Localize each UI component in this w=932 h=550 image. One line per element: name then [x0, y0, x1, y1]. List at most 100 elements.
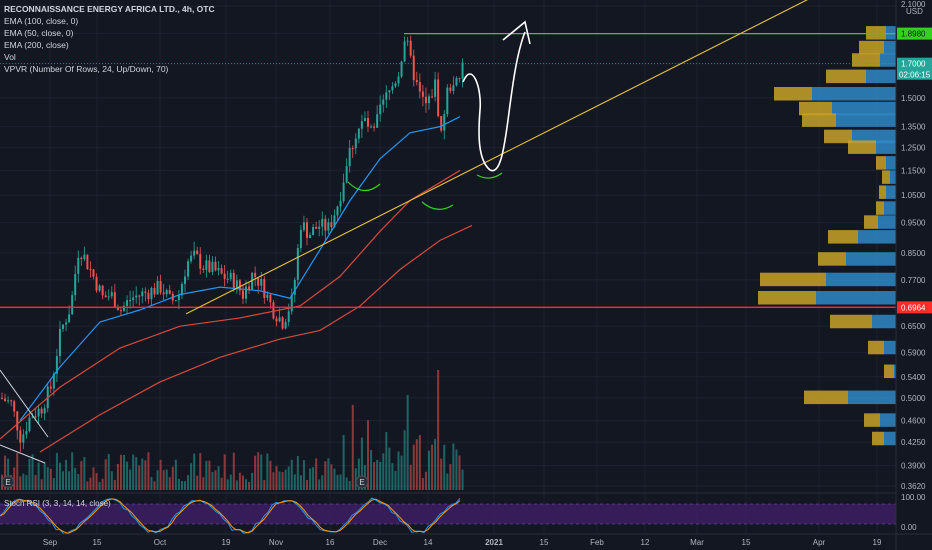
candle-body-76 [232, 272, 235, 289]
candle-body-14 [43, 408, 46, 414]
candle-body-126 [385, 92, 388, 100]
candle-body-149 [455, 78, 458, 86]
volume-bar-80 [245, 479, 247, 490]
volume-bar-8 [25, 475, 28, 490]
candle-body-3 [10, 400, 13, 402]
volume-bar-33 [101, 478, 104, 490]
volume-bar-25 [77, 474, 80, 490]
volume-bar-113 [345, 477, 348, 490]
price-tag-support-text: 0.6964 [901, 303, 926, 312]
volume-bar-90 [275, 466, 278, 490]
volume-bar-83 [254, 455, 257, 490]
price-tick-12: 0.6500 [901, 322, 926, 331]
candle-body-102 [312, 226, 315, 236]
candle-body-100 [306, 222, 308, 238]
candle-body-28 [86, 254, 89, 270]
moving-averages [0, 116, 473, 453]
candle-body-141 [431, 96, 434, 98]
legend-title: RECONNAISSANCE ENERGY AFRICA LTD., 4h, O… [4, 4, 215, 14]
candle-body-137 [418, 82, 421, 92]
candle-body-55 [168, 290, 171, 294]
ema-100-line [0, 169, 461, 440]
volume-bar-9 [28, 458, 31, 490]
volume-bar-91 [278, 471, 281, 490]
candle-body-95 [290, 294, 293, 312]
candle-body-54 [165, 290, 168, 295]
candle-body-36 [110, 292, 113, 297]
projection-arrowhead [502, 20, 531, 45]
price-tick-13: 0.5900 [901, 349, 926, 358]
volume-bars [1, 370, 464, 490]
volume-bar-86 [263, 480, 266, 490]
arc-1 [347, 181, 381, 192]
vp-down-18 [830, 314, 872, 329]
vp-up-19 [884, 340, 896, 355]
volume-bar-30 [92, 467, 95, 490]
volume-bar-56 [171, 466, 174, 490]
candle-body-133 [406, 40, 409, 42]
candle-body-84 [257, 277, 260, 286]
volume-bar-45 [138, 465, 141, 490]
volume-bar-102 [312, 467, 315, 490]
volume-bar-50 [153, 481, 156, 490]
volume-bar-65 [199, 453, 202, 490]
vp-down-1 [859, 40, 884, 55]
volume-bar-43 [132, 454, 135, 490]
volume-bar-20 [62, 471, 64, 490]
price-tick-17: 0.4250 [901, 438, 926, 447]
time-tick-1: 15 [93, 538, 102, 547]
volume-bar-120 [367, 420, 369, 490]
candle-body-24 [74, 273, 77, 296]
volume-bar-40 [123, 455, 125, 490]
volume-bar-12 [37, 462, 40, 490]
volume-bar-79 [241, 475, 244, 490]
earnings-marker-1-circle [1, 475, 15, 489]
candle-body-85 [260, 278, 263, 286]
volume-bar-118 [360, 437, 363, 490]
currency-label: USD [906, 7, 923, 16]
candle-body-52 [159, 280, 162, 293]
candle-body-127 [388, 90, 391, 93]
candle-body-31 [95, 276, 98, 291]
candle-body-67 [205, 260, 208, 270]
price-tag-resistance-text: 1.8980 [901, 30, 926, 39]
volume-bar-10 [31, 454, 34, 490]
candle-body-87 [266, 294, 269, 298]
legend-vpvr: VPVR (Number Of Rows, 24, Up/Down, 70) [4, 64, 169, 74]
vp-up-7 [852, 129, 896, 144]
volume-bar-108 [330, 464, 333, 490]
volume-bar-151 [461, 469, 464, 490]
candle-body-34 [104, 295, 107, 298]
volume-bar-31 [95, 473, 98, 490]
volume-bar-135 [412, 444, 415, 490]
vp-up-9 [886, 156, 896, 170]
candle-body-77 [235, 280, 238, 289]
volume-bar-128 [391, 463, 394, 490]
vp-down-7 [824, 129, 852, 144]
time-tick-14: Apr [813, 538, 826, 547]
volume-bar-54 [165, 469, 168, 490]
volume-bar-17 [52, 478, 55, 490]
volume-bar-117 [357, 458, 360, 490]
candle-body-20 [62, 324, 64, 329]
price-tag-support: 0.6964 [897, 301, 932, 314]
candle-body-27 [83, 254, 86, 260]
arc-3 [476, 172, 503, 179]
volume-bar-82 [251, 472, 254, 490]
candle-body-18 [55, 356, 58, 374]
time-tick-11: 12 [641, 538, 650, 547]
price-tag-timer: 02:06:15 [899, 71, 931, 80]
volume-bar-101 [309, 468, 312, 490]
candle-body-19 [58, 328, 61, 357]
candle-body-50 [153, 288, 156, 295]
candle-body-151 [461, 62, 464, 79]
rsi-tick-100: 100.00 [901, 493, 926, 502]
volume-bar-111 [339, 474, 342, 490]
volume-bar-125 [382, 453, 385, 490]
volume-bar-6 [19, 476, 22, 490]
drawings[interactable] [0, 0, 896, 464]
candle-body-16 [49, 386, 52, 389]
candle-body-136 [415, 80, 418, 83]
